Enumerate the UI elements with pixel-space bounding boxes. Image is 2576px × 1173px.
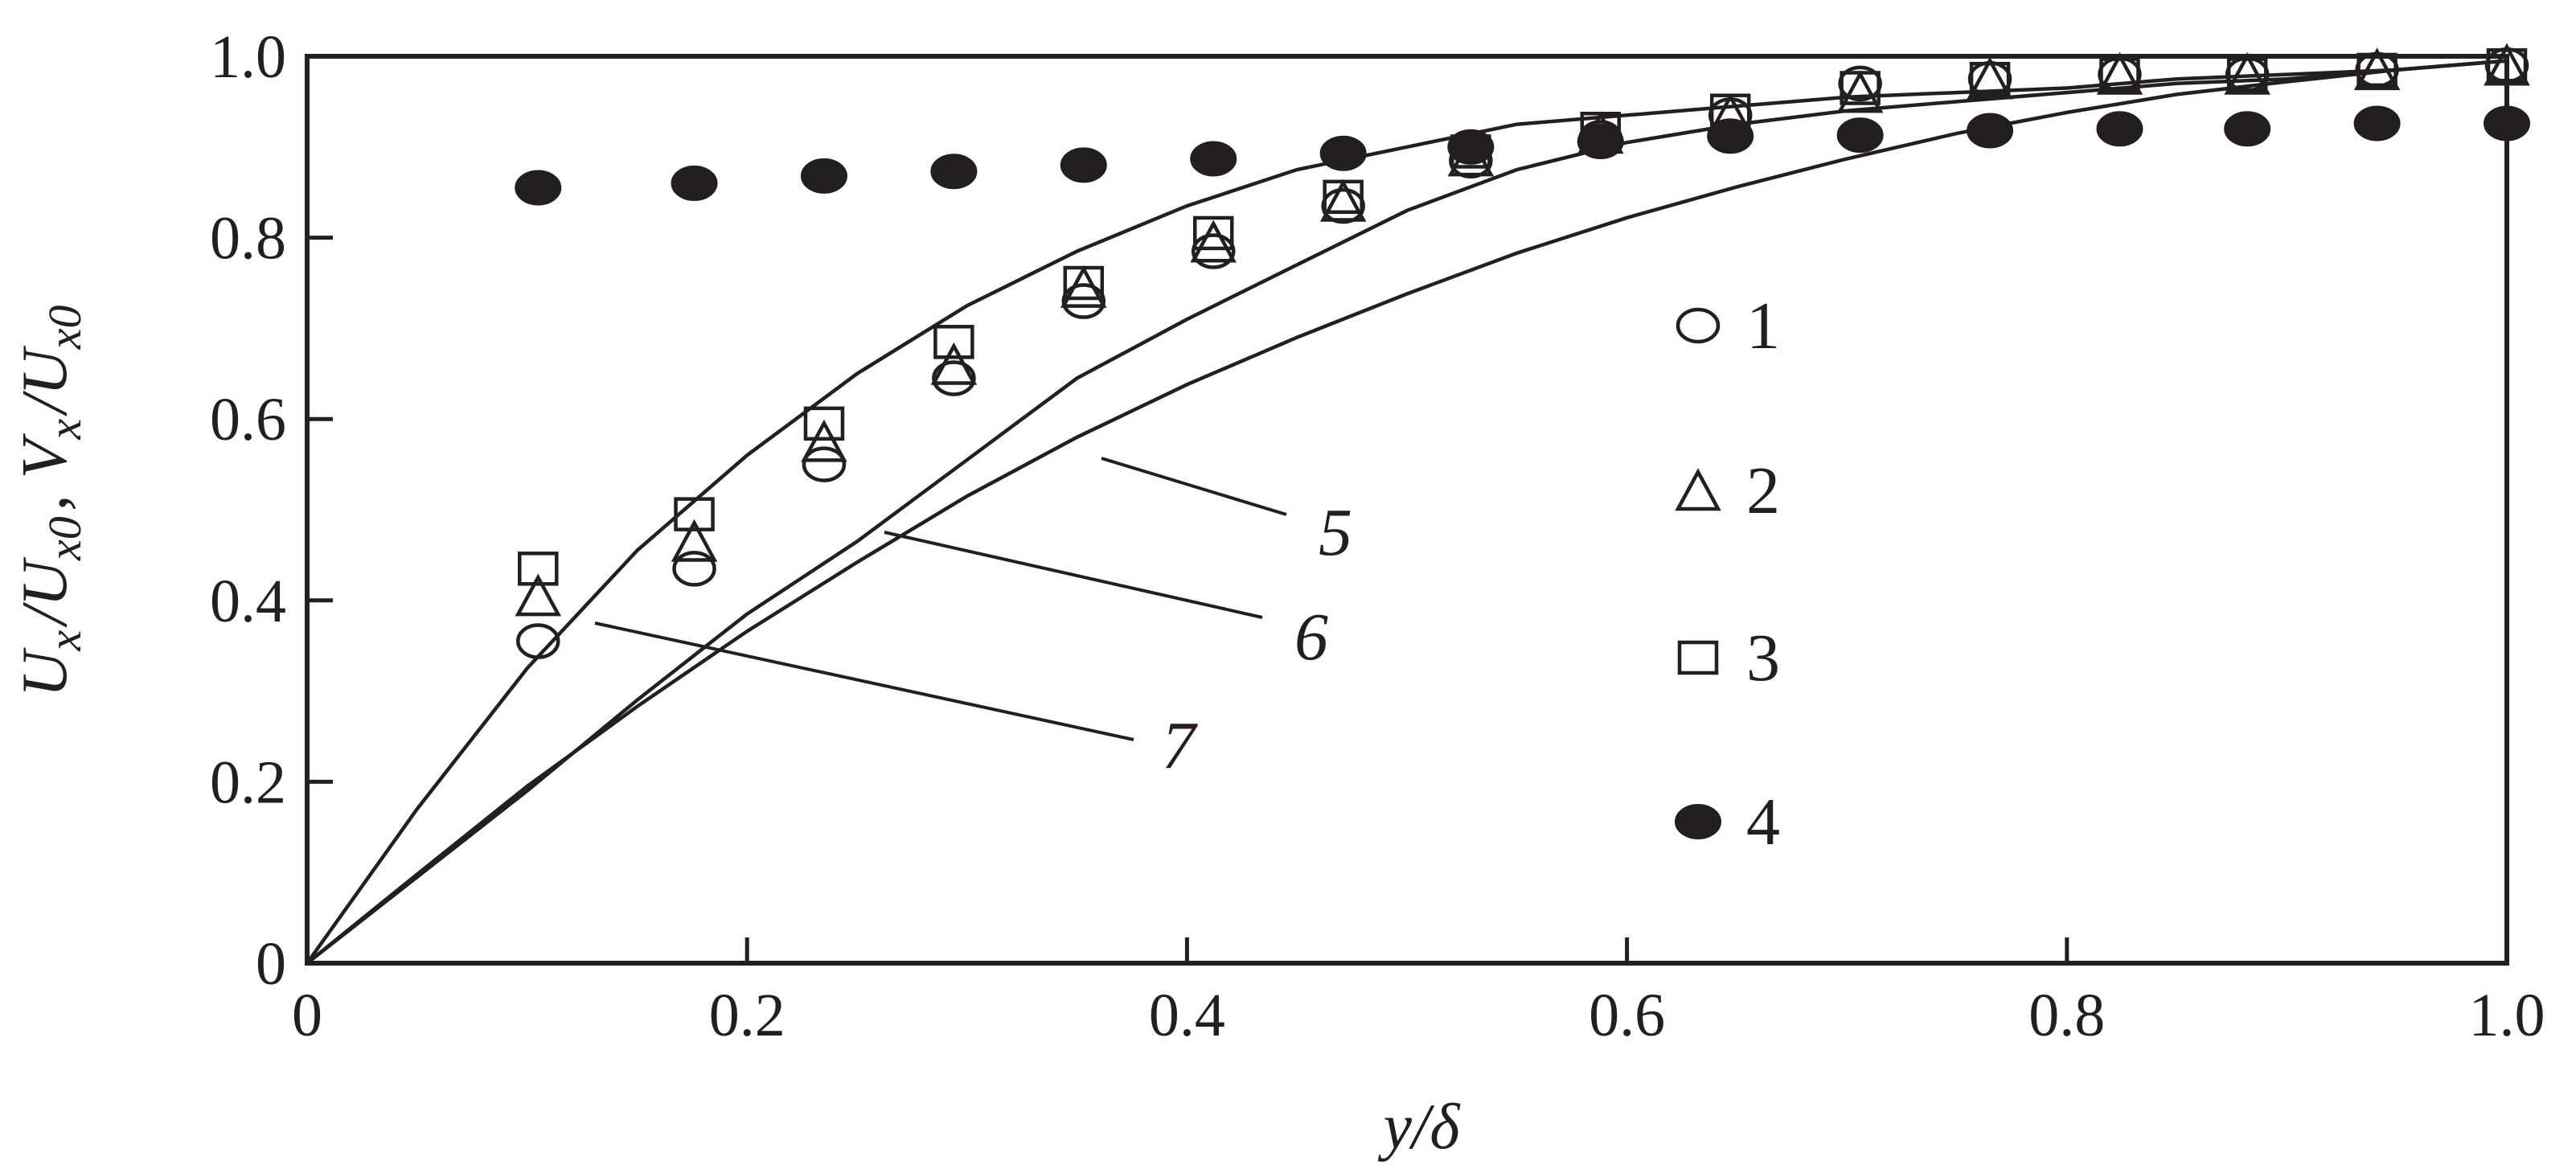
x-tick-label: 0.2 <box>709 982 786 1049</box>
curve-6-label: 6 <box>1294 600 1328 675</box>
series-4-point <box>1707 118 1754 154</box>
series-2-point <box>515 573 562 617</box>
legend-label-3: 3 <box>1746 621 1780 695</box>
series-3-point <box>518 552 559 586</box>
y-tick-label: 0.8 <box>210 205 286 273</box>
series-4-point <box>1447 129 1495 165</box>
series-4-point <box>671 165 718 201</box>
series-3-point <box>1192 215 1234 251</box>
y-axis-label: Ux /Ux0 , Vx /Ux0 <box>10 300 91 697</box>
series-3-point <box>1840 71 1881 105</box>
legend-marker-3 <box>1677 640 1719 675</box>
series-4-point <box>800 158 847 194</box>
data-markers <box>515 43 2530 659</box>
curve-6 <box>306 59 2508 965</box>
x-tick-label: 0 <box>292 982 322 1049</box>
curve-7-label: 7 <box>1162 708 1198 783</box>
series-4-point <box>2096 111 2143 147</box>
series-1-point <box>802 446 847 482</box>
series-2-point <box>801 419 847 462</box>
series-3-point <box>674 497 715 531</box>
legend-label-4: 4 <box>1746 785 1780 859</box>
series-4-point <box>515 170 562 206</box>
series-4 <box>515 105 2530 206</box>
series-2-point <box>1060 265 1107 308</box>
series-3-point <box>2226 57 2268 92</box>
series-4-point <box>2484 105 2530 141</box>
x-tick-label: 0.4 <box>1149 982 1225 1049</box>
series-4-point <box>2353 105 2401 141</box>
series-2-point <box>930 342 978 385</box>
legend-marker-2 <box>1675 468 1721 511</box>
series-3-point <box>2099 57 2140 92</box>
legend-item-3: 3 <box>1677 621 1780 695</box>
series-2-point <box>1967 56 2013 100</box>
curve-leader-lines: 5 6 7 <box>594 457 1352 783</box>
legend-label-2: 2 <box>1746 453 1780 528</box>
plot-frame <box>305 54 2509 966</box>
series-2-point <box>1319 178 1367 222</box>
series-2-point <box>2353 47 2401 91</box>
y-tick-label: 1.0 <box>210 23 286 91</box>
series-3-point <box>1323 179 1364 215</box>
x-axis: 0 0.2 0.4 0.6 0.8 1.0 <box>292 937 2545 1049</box>
legend-item-4: 4 <box>1675 785 1780 859</box>
series-4-point <box>1190 141 1237 177</box>
legend-item-1: 1 <box>1676 289 1780 363</box>
plot-border <box>305 54 2509 966</box>
series-1-point <box>1191 233 1236 269</box>
x-tick-label: 0.6 <box>1589 982 1665 1049</box>
series-2-point <box>2096 51 2143 95</box>
series-1-point <box>932 360 976 396</box>
x-tick-label: 1.0 <box>2469 982 2545 1049</box>
curve-5-label: 5 <box>1319 495 1352 570</box>
series-1-point <box>516 623 560 659</box>
series-2-point <box>1190 219 1237 263</box>
model-curves <box>306 59 2508 965</box>
series-2-point <box>1836 70 1884 113</box>
curve-6-leader <box>884 531 1263 619</box>
y-tick-label: 0.2 <box>210 749 286 816</box>
x-tick-label: 0.8 <box>2028 982 2105 1049</box>
series-1-point <box>672 551 716 587</box>
series-4-point <box>930 154 978 190</box>
y-tick-label: 0.4 <box>210 568 286 635</box>
legend-label-1: 1 <box>1746 289 1780 363</box>
y-tick-label: 0.6 <box>210 386 286 453</box>
series-4-point <box>1836 117 1884 154</box>
series-4-point <box>1577 124 1624 160</box>
curve-5-leader <box>1101 457 1287 516</box>
y-tick-label: 0 <box>256 930 286 998</box>
series-2-point <box>671 519 718 562</box>
y-axis: 0 0.2 0.4 0.6 0.8 1.0 <box>210 23 333 998</box>
series-3-point <box>803 406 845 441</box>
series-2-point <box>2224 51 2270 95</box>
series-2-point <box>2484 43 2530 86</box>
series-3-point <box>933 325 974 359</box>
curve-7 <box>306 59 2508 965</box>
x-axis-label: y/δ <box>1378 1092 1462 1163</box>
series-3-point <box>2357 52 2398 88</box>
curve-7-leader <box>594 621 1134 741</box>
legend-marker-1 <box>1676 307 1721 344</box>
series-2 <box>515 43 2530 617</box>
series-4-point <box>2224 111 2271 147</box>
series-3-point <box>1969 61 2011 96</box>
series-1-point <box>2098 56 2142 92</box>
legend: 1 2 3 4 <box>1675 289 1780 859</box>
series-1-point <box>1061 283 1106 319</box>
series-4-point <box>1967 113 2014 149</box>
legend-item-2: 2 <box>1675 453 1780 528</box>
series-4-point <box>1060 147 1107 183</box>
series-4-point <box>1319 135 1367 171</box>
curve-5 <box>306 59 2508 965</box>
series-3-point <box>2486 48 2528 83</box>
legend-marker-4 <box>1675 804 1721 839</box>
series-3-point <box>1063 265 1105 301</box>
